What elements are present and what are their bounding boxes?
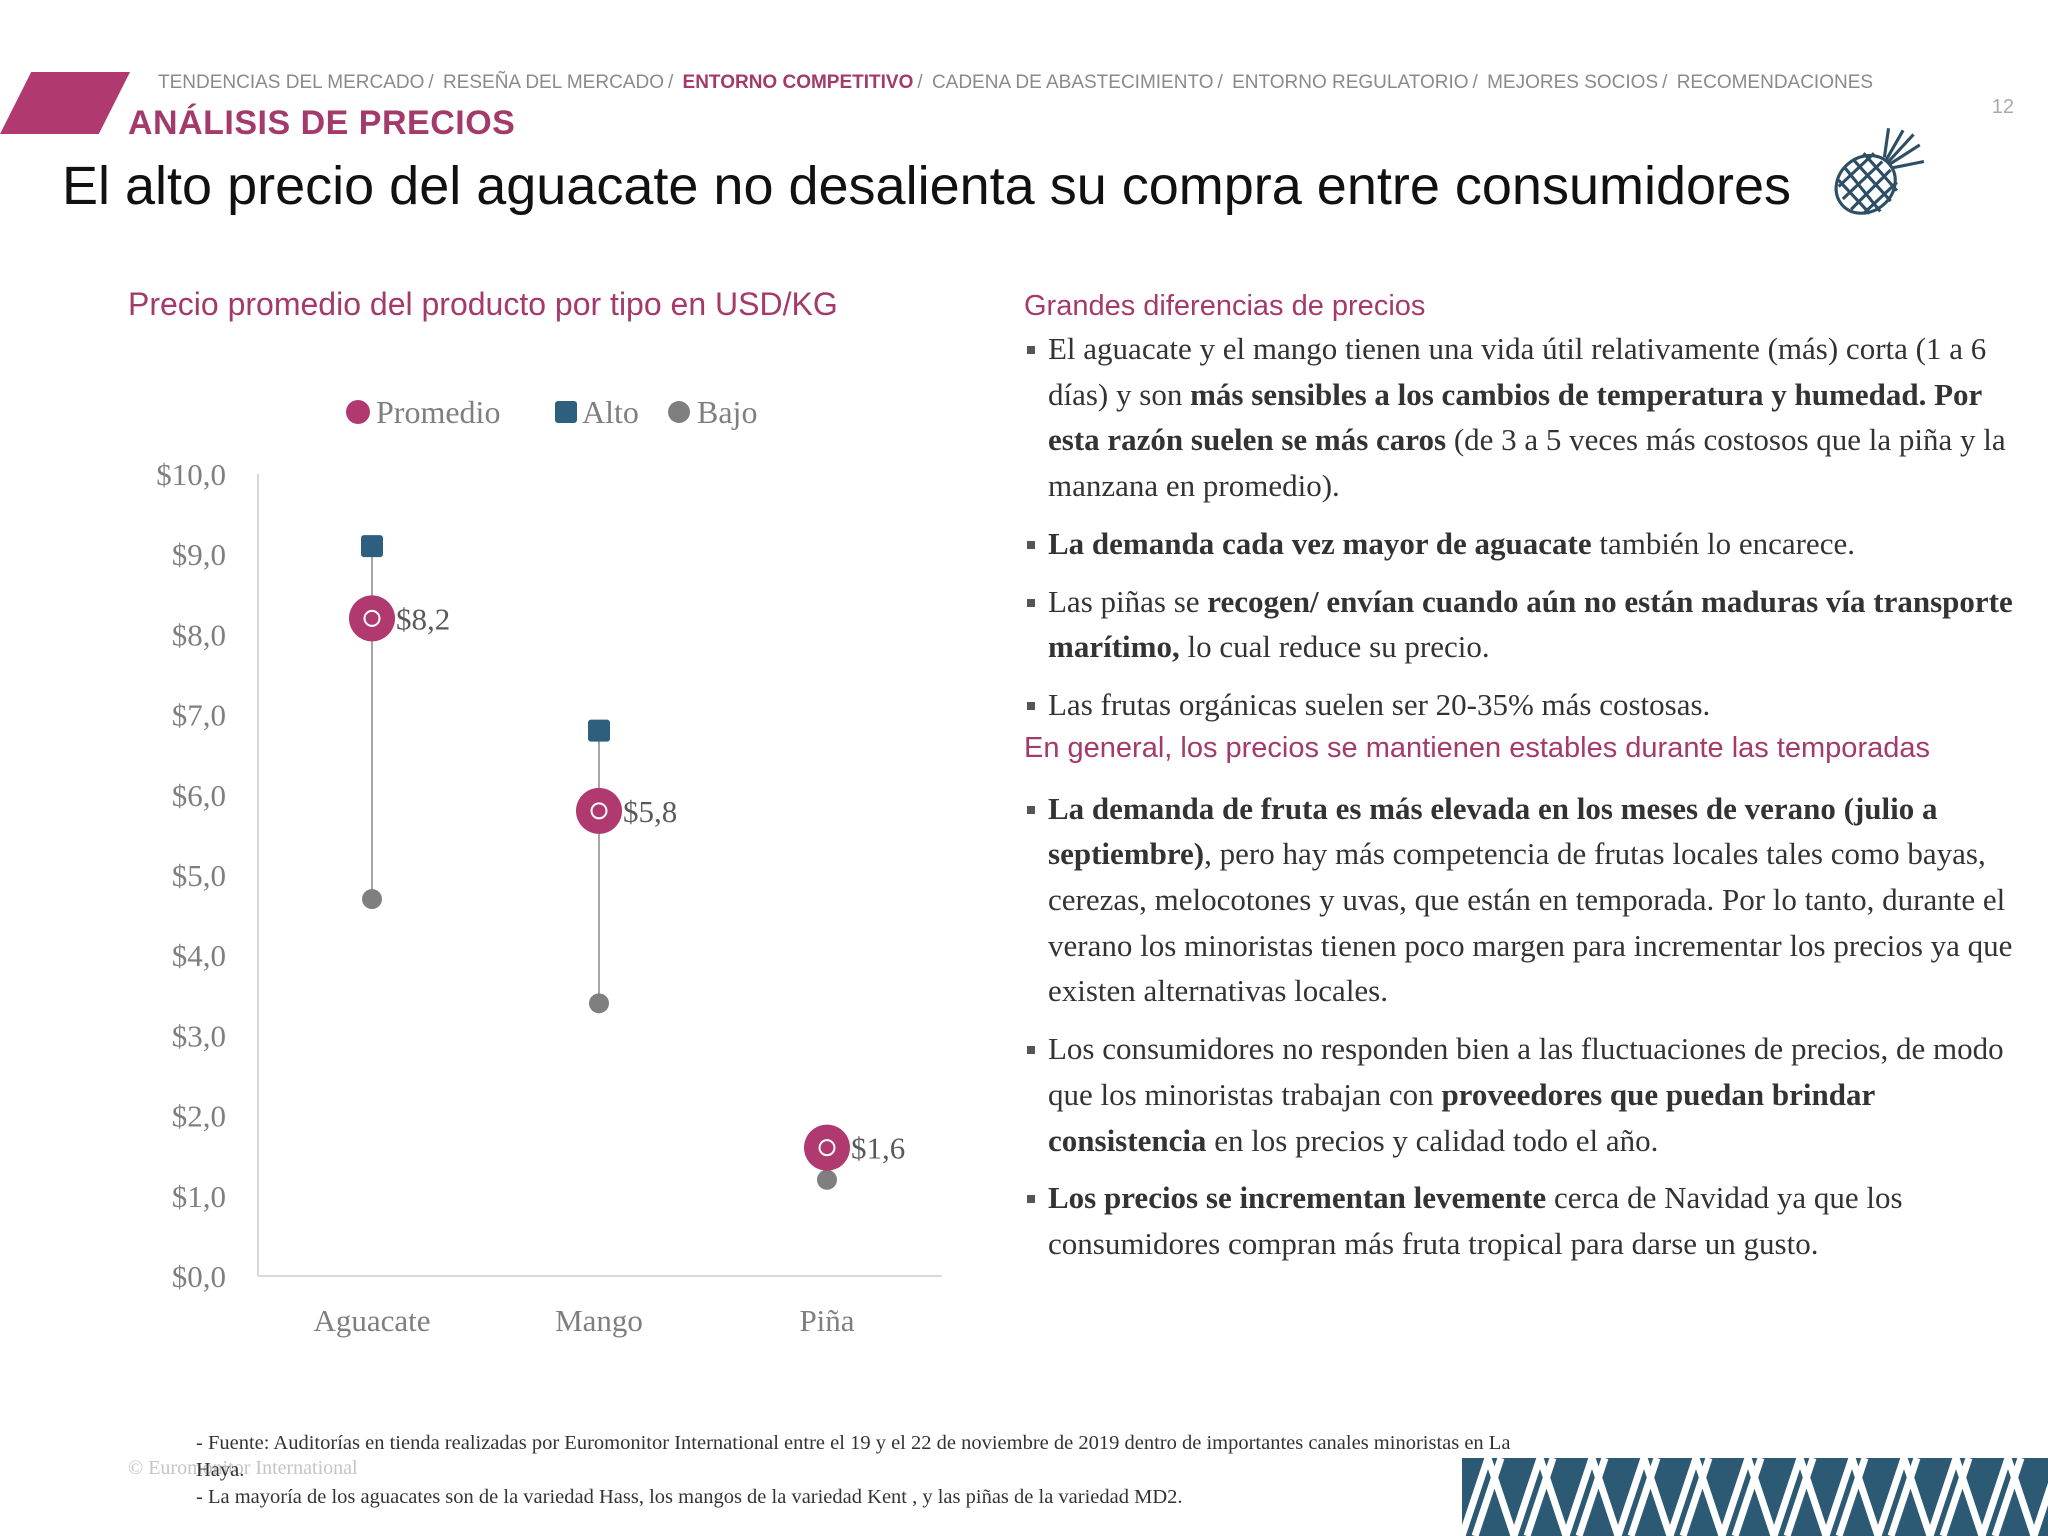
y-tick-label: $3,0 — [172, 1018, 226, 1053]
panel-heading: En general, los precios se mantienen est… — [1024, 731, 1930, 764]
point-promedio — [576, 787, 622, 834]
x-tick-label: Piña — [799, 1303, 854, 1338]
y-tick-label: $4,0 — [172, 938, 226, 973]
legend-marker-alto — [555, 401, 577, 423]
bullet-item: Los precios se incrementan levemente cer… — [1024, 1175, 2016, 1266]
breadcrumb-item[interactable]: CADENA DE ABASTECIMIENTO — [931, 72, 1214, 93]
x-tick-label: Mango — [555, 1303, 643, 1338]
data-label: $1,6 — [851, 1131, 905, 1166]
point-alto — [361, 535, 383, 558]
panel-heading: Grandes diferencias de precios — [1024, 290, 1426, 322]
y-tick-label: $10,0 — [156, 457, 226, 492]
y-tick-label: $7,0 — [172, 698, 226, 733]
point-promedio-center — [363, 609, 381, 627]
chart-legend: Promedio Alto Bajo — [346, 394, 757, 430]
data-label: $8,2 — [396, 601, 450, 636]
data-label: $5,8 — [623, 794, 677, 829]
legend-label-bajo: Bajo — [697, 394, 757, 430]
y-tick-label: $2,0 — [172, 1099, 226, 1134]
point-promedio-center — [590, 802, 608, 820]
footnote-source: - Fuente: Auditorías en tienda realizada… — [196, 1432, 1511, 1481]
bullet-item: La demanda de fruta es más elevada en lo… — [1024, 786, 2016, 1015]
text-panel: Grandes diferencias de precios El aguaca… — [1024, 286, 2016, 1279]
x-tick-label: Aguacate — [313, 1303, 430, 1338]
point-bajo — [817, 1169, 837, 1190]
y-tick-label: $6,0 — [172, 778, 226, 813]
point-promedio — [349, 595, 395, 642]
copyright: © Euromonitor International — [128, 1457, 358, 1479]
section-label: ANÁLISIS DE PRECIOS — [128, 104, 516, 142]
chart-title: Precio promedio del producto por tipo en… — [128, 286, 838, 322]
page-number: 12 — [1991, 96, 2014, 118]
breadcrumb-item[interactable]: RESEÑA DEL MERCADO — [442, 72, 664, 93]
bullet-item: Las piñas se recogen/ envían cuando aún … — [1024, 579, 2016, 670]
y-tick-label: $5,0 — [172, 858, 226, 893]
point-bajo — [589, 993, 609, 1014]
breadcrumb-item[interactable]: ENTORNO REGULATORIO — [1232, 72, 1469, 93]
breadcrumb-item[interactable]: RECOMENDACIONES — [1676, 72, 1874, 93]
breadcrumb-item[interactable]: TENDENCIAS DEL MERCADO — [158, 72, 425, 93]
y-tick-label: $8,0 — [172, 617, 226, 652]
corner-accent-shape — [0, 72, 130, 134]
point-promedio — [804, 1124, 850, 1171]
bullet-item: Las frutas orgánicas suelen ser 20-35% m… — [1024, 682, 2016, 728]
breadcrumb-item[interactable]: MEJORES SOCIOS — [1487, 72, 1659, 93]
point-alto — [588, 719, 610, 742]
breadcrumb-item-active[interactable]: ENTORNO COMPETITIVO — [682, 72, 914, 93]
breadcrumb: TENDENCIAS DEL MERCADO / RESEÑA DEL MERCA… — [158, 72, 1874, 93]
y-tick-label: $9,0 — [172, 537, 226, 572]
legend-marker-bajo — [668, 401, 690, 423]
legend-label-alto: Alto — [582, 394, 639, 430]
page-title: El alto precio del aguacate no desalient… — [62, 156, 1792, 216]
point-bajo — [362, 889, 382, 910]
pineapple-icon — [1834, 128, 1925, 215]
bullet-item: La demanda cada vez mayor de aguacate ta… — [1024, 521, 2016, 567]
legend-label-promedio: Promedio — [376, 394, 500, 430]
chart: Promedio Alto Bajo $0,0 $1,0 $2,0 $3,0 $4,0 $… — [156, 394, 942, 1338]
legend-marker-promedio — [346, 400, 370, 424]
geometric-pattern — [1462, 1458, 2048, 1536]
footnote-varieties: - La mayoría de los aguacates son de la … — [196, 1486, 1183, 1508]
y-tick-label: $1,0 — [172, 1179, 226, 1214]
footnotes: - Fuente: Auditorías en tienda realizada… — [196, 1430, 1556, 1511]
bullet-item: El aguacate y el mango tienen una vida ú… — [1024, 326, 2016, 509]
y-tick-label: $0,0 — [172, 1259, 226, 1294]
bullet-item: Los consumidores no responden bien a las… — [1024, 1026, 2016, 1163]
point-promedio-center — [818, 1139, 836, 1157]
